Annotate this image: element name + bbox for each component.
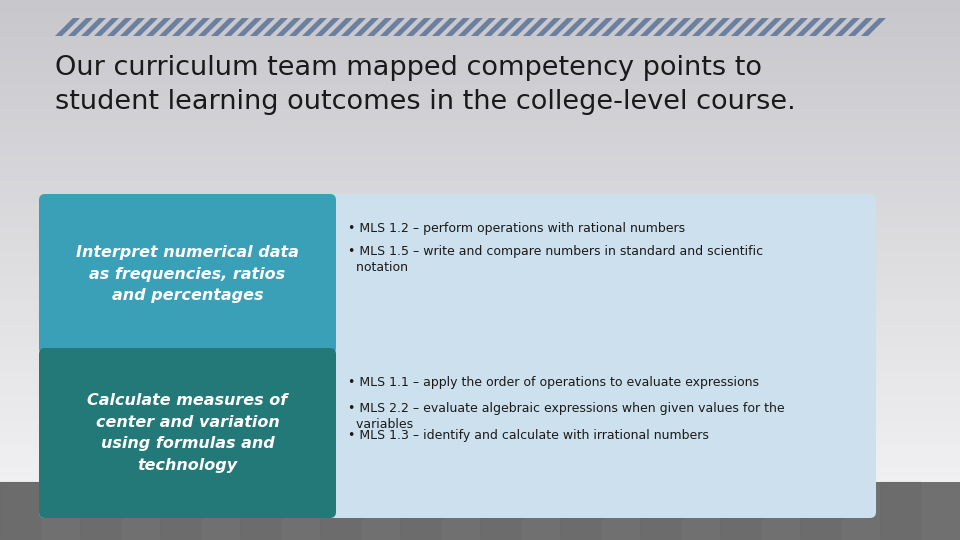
Bar (0, 482, 960, 540)
Polygon shape (315, 18, 340, 36)
Polygon shape (68, 18, 93, 36)
Polygon shape (172, 18, 197, 36)
Polygon shape (133, 18, 158, 36)
Text: • MLS 1.2 – perform operations with rational numbers: • MLS 1.2 – perform operations with rati… (348, 222, 685, 235)
Polygon shape (562, 18, 587, 36)
Polygon shape (770, 18, 795, 36)
Polygon shape (653, 18, 678, 36)
Polygon shape (484, 18, 509, 36)
Polygon shape (289, 18, 314, 36)
Polygon shape (575, 18, 600, 36)
Polygon shape (328, 18, 353, 36)
FancyBboxPatch shape (39, 348, 876, 518)
Polygon shape (185, 18, 210, 36)
Text: • MLS 1.1 – apply the order of operations to evaluate expressions: • MLS 1.1 – apply the order of operation… (348, 376, 759, 389)
Polygon shape (302, 18, 327, 36)
Polygon shape (666, 18, 691, 36)
Polygon shape (601, 18, 626, 36)
Polygon shape (536, 18, 561, 36)
Polygon shape (146, 18, 171, 36)
Polygon shape (809, 18, 834, 36)
Polygon shape (757, 18, 782, 36)
Polygon shape (458, 18, 483, 36)
Text: Calculate measures of
center and variation
using formulas and
technology: Calculate measures of center and variati… (87, 393, 288, 473)
Polygon shape (406, 18, 431, 36)
Text: • MLS 1.5 – write and compare numbers in standard and scientific
  notation: • MLS 1.5 – write and compare numbers in… (348, 245, 763, 274)
Polygon shape (497, 18, 522, 36)
Polygon shape (796, 18, 821, 36)
Polygon shape (94, 18, 119, 36)
Polygon shape (55, 18, 80, 36)
Polygon shape (224, 18, 249, 36)
Polygon shape (822, 18, 847, 36)
FancyBboxPatch shape (39, 194, 336, 354)
Text: Our curriculum team mapped competency points to
student learning outcomes in the: Our curriculum team mapped competency po… (55, 55, 796, 115)
Polygon shape (276, 18, 301, 36)
Polygon shape (510, 18, 535, 36)
Polygon shape (393, 18, 418, 36)
Polygon shape (250, 18, 275, 36)
Polygon shape (198, 18, 223, 36)
Polygon shape (354, 18, 379, 36)
Polygon shape (783, 18, 808, 36)
Polygon shape (627, 18, 652, 36)
Polygon shape (380, 18, 405, 36)
Polygon shape (263, 18, 288, 36)
FancyBboxPatch shape (39, 194, 876, 354)
Polygon shape (835, 18, 860, 36)
Text: Interpret numerical data
as frequencies, ratios
and percentages: Interpret numerical data as frequencies,… (76, 245, 299, 303)
Polygon shape (367, 18, 392, 36)
Polygon shape (614, 18, 639, 36)
Polygon shape (588, 18, 613, 36)
Polygon shape (549, 18, 574, 36)
Polygon shape (692, 18, 717, 36)
Polygon shape (81, 18, 106, 36)
FancyBboxPatch shape (39, 348, 336, 518)
Text: • MLS 1.3 – identify and calculate with irrational numbers: • MLS 1.3 – identify and calculate with … (348, 429, 708, 442)
Polygon shape (848, 18, 873, 36)
Polygon shape (731, 18, 756, 36)
Polygon shape (120, 18, 145, 36)
Text: • MLS 2.2 – evaluate algebraic expressions when given values for the
  variables: • MLS 2.2 – evaluate algebraic expressio… (348, 402, 784, 431)
Polygon shape (718, 18, 743, 36)
Polygon shape (744, 18, 769, 36)
Polygon shape (445, 18, 470, 36)
Polygon shape (159, 18, 184, 36)
Polygon shape (471, 18, 496, 36)
Polygon shape (679, 18, 704, 36)
Polygon shape (523, 18, 548, 36)
Polygon shape (211, 18, 236, 36)
Polygon shape (640, 18, 665, 36)
Polygon shape (432, 18, 457, 36)
Polygon shape (419, 18, 444, 36)
Polygon shape (861, 18, 886, 36)
Polygon shape (705, 18, 730, 36)
Polygon shape (237, 18, 262, 36)
Polygon shape (107, 18, 132, 36)
Polygon shape (341, 18, 366, 36)
